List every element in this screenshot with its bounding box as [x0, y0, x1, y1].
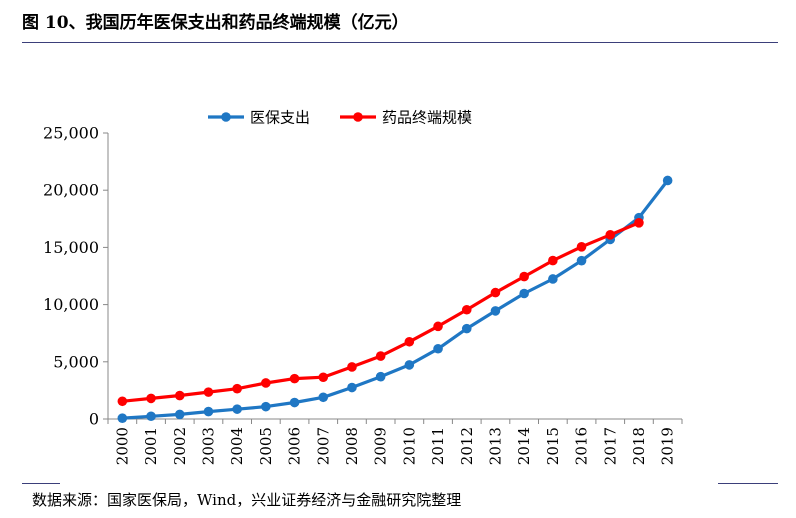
series-2 — [117, 218, 644, 407]
x-tick-label: 2001 — [142, 427, 160, 465]
data-point — [576, 255, 587, 266]
x-tick-label: 2011 — [429, 427, 447, 465]
x-tick-label: 2004 — [228, 427, 246, 465]
data-point — [461, 304, 472, 315]
x-tick-label: 2000 — [113, 427, 131, 465]
data-point — [289, 397, 300, 408]
legend-swatch-marker — [221, 112, 231, 122]
y-tick-label: 5,000 — [53, 352, 99, 371]
data-point — [174, 409, 185, 420]
y-tick-label: 0 — [89, 410, 99, 429]
y-tick-label: 20,000 — [43, 181, 99, 200]
legend-label: 药品终端规模 — [382, 109, 472, 127]
x-tick-label: 2018 — [630, 427, 648, 465]
y-tick-label: 10,000 — [43, 295, 99, 314]
x-tick-label: 2003 — [199, 427, 217, 465]
data-point — [146, 393, 156, 404]
data-point — [174, 390, 185, 401]
data-point — [261, 378, 271, 388]
x-tick-label: 2009 — [372, 427, 390, 465]
data-point — [347, 382, 357, 393]
data-point — [519, 288, 529, 299]
data-point — [203, 406, 214, 417]
data-point — [461, 323, 472, 334]
data-point — [605, 230, 616, 240]
y-tick-label: 25,000 — [43, 124, 99, 143]
x-axis-ticks: 2000 2001 2002 2003 2004 2005 2006 2007 2008 2009… — [107, 419, 683, 465]
x-tick-label: 2008 — [343, 427, 361, 465]
y-axis-ticks: 0 5,000 10,000 15,000 20,000 25,000 — [43, 124, 108, 429]
data-point — [146, 411, 156, 422]
title-divider — [22, 42, 778, 43]
x-tick-label: 2019 — [659, 427, 677, 465]
data-point — [318, 372, 329, 383]
data-point — [318, 392, 329, 403]
x-tick-label: 2016 — [573, 427, 591, 465]
data-point — [662, 175, 673, 186]
data-point — [117, 396, 128, 407]
data-point — [375, 371, 386, 382]
x-tick-label: 2002 — [171, 427, 189, 465]
data-point — [548, 255, 558, 266]
legend-swatch-marker — [353, 112, 363, 122]
data-point — [117, 413, 128, 423]
chart-axes — [107, 133, 682, 420]
data-point — [203, 387, 214, 397]
x-tick-label: 2014 — [515, 427, 533, 465]
data-point — [433, 343, 443, 354]
footer-divider-right — [718, 483, 778, 484]
data-point — [404, 360, 415, 370]
x-tick-label: 2015 — [544, 427, 562, 465]
legend-label: 医保支出 — [250, 109, 310, 127]
x-tick-label: 2006 — [286, 427, 304, 465]
figure-title: 图 10、我国历年医保支出和药品终端规模（亿元） — [22, 13, 409, 33]
data-point — [548, 274, 558, 284]
data-point — [576, 242, 587, 252]
x-tick-label: 2010 — [400, 427, 418, 465]
series-1 — [117, 175, 673, 423]
x-tick-label: 2012 — [458, 427, 476, 465]
data-point — [490, 287, 501, 298]
series-line — [122, 179, 669, 420]
data-point — [634, 218, 644, 228]
data-point — [232, 404, 242, 414]
x-tick-label: 2005 — [257, 427, 275, 465]
data-point — [433, 321, 443, 332]
source-note: 数据来源：国家医保局，Wind，兴业证券经济与金融研究院整理 — [32, 491, 462, 509]
data-point — [519, 271, 529, 282]
chart-legend: 医保支出 药品终端规模 — [208, 109, 472, 127]
data-point — [404, 336, 415, 347]
data-point — [289, 373, 300, 384]
chart-series — [117, 175, 673, 423]
x-tick-label: 2013 — [486, 427, 504, 465]
data-point — [375, 351, 386, 361]
footer-divider-left — [22, 483, 60, 484]
x-tick-label: 2007 — [314, 427, 332, 465]
x-tick-label: 2017 — [601, 427, 619, 465]
data-point — [261, 401, 271, 412]
data-point — [347, 362, 357, 372]
y-tick-label: 15,000 — [43, 238, 99, 257]
data-point — [490, 306, 501, 316]
data-point — [232, 383, 242, 394]
